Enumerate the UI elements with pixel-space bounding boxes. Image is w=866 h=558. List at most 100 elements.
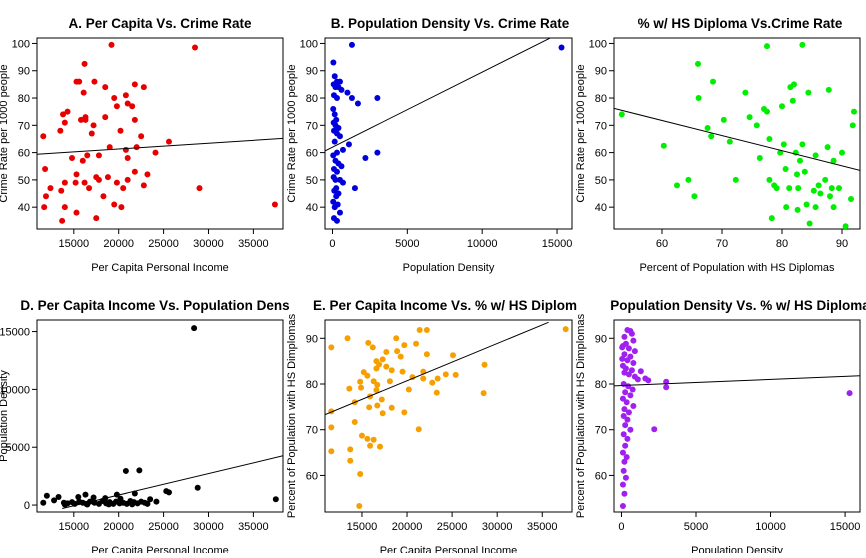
data-point <box>625 371 632 378</box>
y-tick-label: 80 <box>595 379 607 391</box>
data-point <box>72 179 79 186</box>
data-point <box>621 406 628 413</box>
data-point <box>708 133 715 140</box>
data-point <box>129 103 136 110</box>
data-point <box>140 84 147 91</box>
data-point <box>271 201 278 208</box>
data-point <box>73 209 80 216</box>
data-point <box>779 103 785 110</box>
chart-panel-2: B. Population Density Vs. Crime Rate 0 500… <box>286 16 573 274</box>
x-tick-label: 15000 <box>59 521 90 533</box>
data-point <box>773 185 780 192</box>
data-point <box>336 78 343 85</box>
data-point <box>136 467 143 474</box>
data-point <box>147 496 154 503</box>
data-point <box>335 125 342 132</box>
x-tick-label: 10000 <box>467 238 498 250</box>
data-point <box>839 149 845 156</box>
data-point <box>272 496 279 503</box>
data-point <box>732 176 739 183</box>
data-point <box>40 499 47 506</box>
data-point <box>61 119 68 126</box>
x-tick-label: 90 <box>836 238 848 250</box>
data-point <box>637 368 644 375</box>
data-point <box>131 116 138 123</box>
y-tick-label: 15000 <box>0 327 30 339</box>
chart-panel-3: % w/ HS Diploma Vs.Crime Rate 60 70 80 90 40 5… <box>575 16 861 274</box>
data-point <box>619 395 626 402</box>
x-axis-label: Population Density <box>691 545 783 553</box>
data-point <box>812 204 819 211</box>
y-tick-label: 50 <box>595 175 607 187</box>
data-point <box>791 81 797 88</box>
data-point <box>333 193 340 200</box>
data-point <box>336 133 343 140</box>
data-point <box>347 457 354 464</box>
data-point <box>851 108 857 115</box>
data-point <box>376 443 383 450</box>
data-point <box>627 426 634 433</box>
x-tick-label: 0 <box>329 238 335 250</box>
data-point <box>356 503 363 510</box>
data-point <box>630 359 637 366</box>
data-point <box>374 402 381 409</box>
data-point <box>562 326 569 333</box>
y-tick-label: 60 <box>595 148 607 160</box>
plot-frame <box>613 319 861 513</box>
data-point <box>623 399 630 406</box>
data-point <box>806 220 813 227</box>
data-point <box>131 168 138 175</box>
data-point <box>830 204 837 211</box>
data-point <box>374 381 381 388</box>
x-tick-label: 5000 <box>395 238 419 250</box>
data-point <box>660 142 667 149</box>
data-point <box>620 467 627 474</box>
data-point <box>624 357 631 364</box>
y-axis-label: Percent of Population with HS Dimplomas <box>575 313 587 518</box>
x-tick-label: 15000 <box>542 238 573 250</box>
data-point <box>836 185 842 192</box>
trend-line <box>614 107 860 171</box>
data-point <box>768 215 775 222</box>
data-point <box>333 95 340 102</box>
data-point <box>619 449 626 456</box>
data-point <box>622 389 629 396</box>
data-point <box>378 396 385 403</box>
data-point <box>824 144 831 151</box>
data-point <box>194 484 201 491</box>
data-point <box>386 378 393 385</box>
data-point <box>138 133 145 140</box>
data-point <box>620 431 627 438</box>
x-axis-label: Per Capita Personal Income <box>380 545 518 553</box>
data-point <box>394 348 401 355</box>
data-point <box>95 176 102 183</box>
chart-panel-1: A. Per Capita Vs. Crime Rate 15000 20000 25… <box>0 16 284 274</box>
data-point <box>628 330 635 337</box>
data-point <box>345 141 352 148</box>
x-axis-label: Population Density <box>403 262 495 274</box>
data-point <box>429 379 436 386</box>
data-point <box>84 152 91 159</box>
data-point <box>805 89 812 96</box>
data-point <box>622 442 629 449</box>
data-point <box>625 345 632 352</box>
data-point <box>86 185 93 192</box>
data-point <box>365 339 372 346</box>
y-tick-label: 90 <box>306 66 318 78</box>
data-point <box>786 185 793 192</box>
data-point <box>364 372 371 379</box>
data-point <box>379 356 386 363</box>
data-point <box>140 182 147 189</box>
x-axis-label: Per Capita Personal Income <box>91 545 229 553</box>
y-tick-label: 5000 <box>6 442 30 454</box>
data-point <box>41 204 48 211</box>
trend-line <box>325 321 549 416</box>
x-tick-label: 35000 <box>238 521 269 533</box>
data-point <box>795 185 802 192</box>
data-point <box>685 176 692 183</box>
data-point <box>111 95 118 102</box>
y-tick-label: 60 <box>595 470 607 482</box>
data-point <box>630 402 637 409</box>
y-tick-label: 100 <box>300 38 318 50</box>
